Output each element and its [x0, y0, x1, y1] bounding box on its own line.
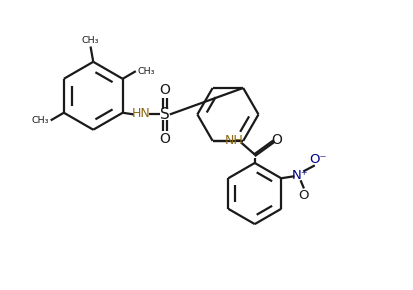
Text: CH₃: CH₃: [31, 116, 49, 125]
Text: O: O: [159, 132, 170, 146]
Text: CH₃: CH₃: [82, 36, 99, 45]
Text: S: S: [160, 107, 170, 122]
Text: NH: NH: [224, 134, 242, 147]
Text: O: O: [159, 83, 170, 97]
Text: N⁺: N⁺: [291, 169, 307, 182]
Text: O⁻: O⁻: [308, 153, 325, 166]
Text: CH₃: CH₃: [138, 67, 155, 76]
Text: O: O: [271, 133, 282, 147]
Text: HN: HN: [132, 107, 150, 119]
Text: O: O: [298, 189, 309, 202]
